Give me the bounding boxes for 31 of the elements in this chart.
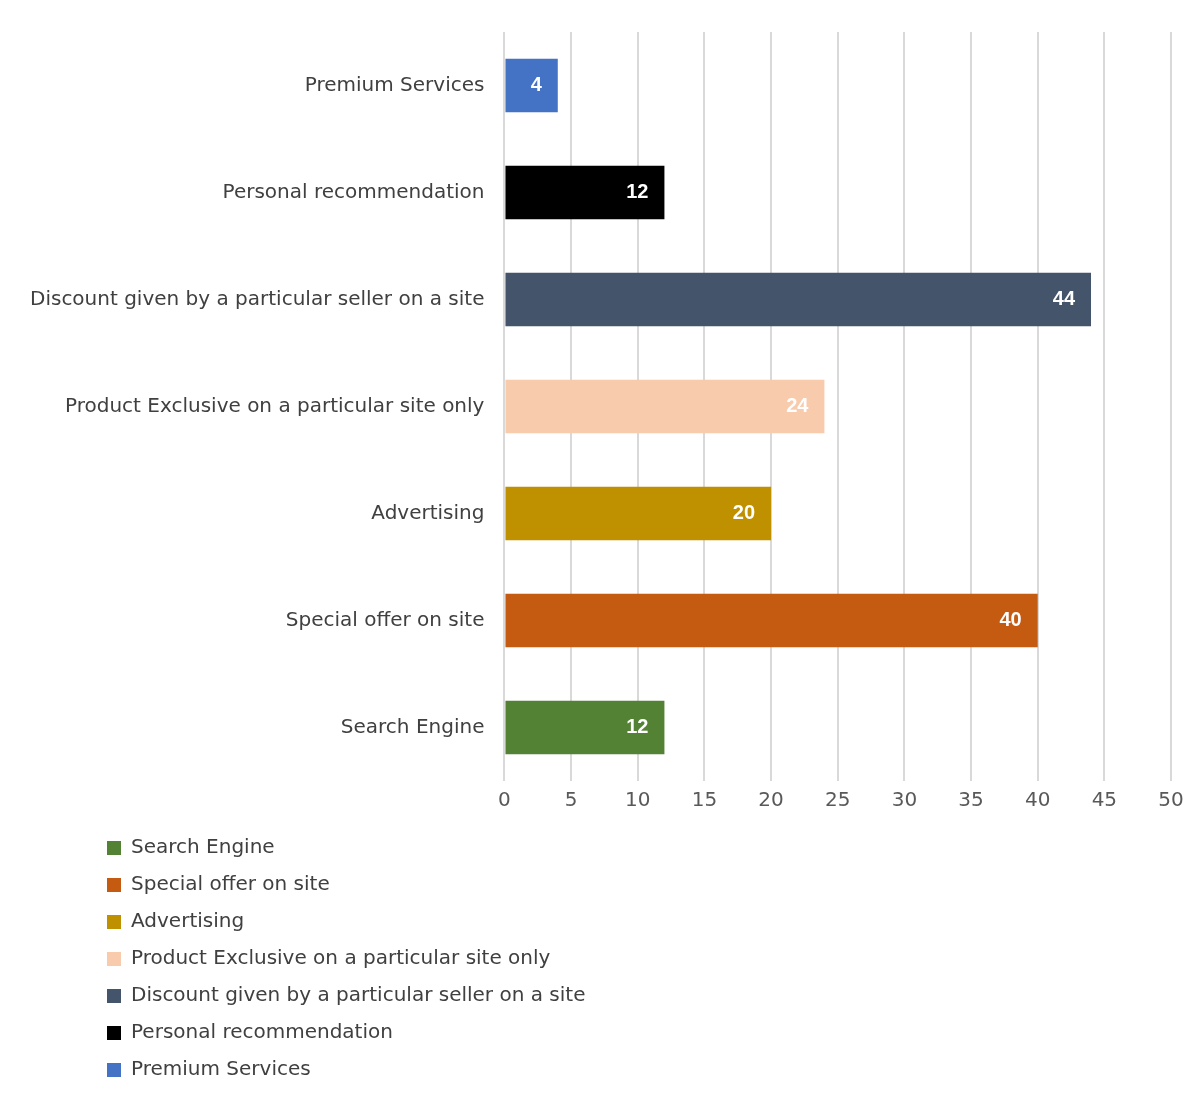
x-tick-label: 45 xyxy=(1091,787,1118,812)
y-tick-label: Search Engine xyxy=(340,713,485,738)
legend-label: Advertising xyxy=(131,908,245,933)
data-label: 24 xyxy=(786,394,810,417)
x-tick-label: 25 xyxy=(825,787,851,812)
legend-label: Special offer on site xyxy=(131,871,330,896)
data-label: 44 xyxy=(1052,287,1076,310)
legend-label: Discount given by a particular seller on a site xyxy=(131,982,586,1007)
x-tick-label: 50 xyxy=(1158,787,1184,812)
x-tick-label: 15 xyxy=(691,787,718,812)
legend-label: Product Exclusive on a particular site only xyxy=(131,945,551,970)
data-label: 20 xyxy=(732,501,756,524)
y-tick-label: Product Exclusive on a particular site only xyxy=(65,392,485,417)
data-label: 12 xyxy=(626,180,649,203)
x-tick-label: 0 xyxy=(498,787,511,812)
x-tick-label: 10 xyxy=(625,787,651,812)
x-tick-label: 35 xyxy=(958,787,984,812)
legend-label: Search Engine xyxy=(131,834,275,859)
y-tick-label: Premium Services xyxy=(304,71,485,96)
data-label: 4 xyxy=(530,73,543,96)
y-tick-label: Special offer on site xyxy=(285,606,485,631)
y-tick-label: Personal recommendation xyxy=(222,178,485,203)
y-tick-label: Discount given by a particular seller on a site xyxy=(30,285,485,310)
x-tick-label: 40 xyxy=(1024,787,1051,812)
data-label: 12 xyxy=(626,715,649,738)
x-tick-label: 30 xyxy=(891,787,918,812)
legend-label: Premium Services xyxy=(131,1056,311,1081)
data-label: 40 xyxy=(999,608,1022,631)
x-tick-label: 5 xyxy=(564,787,578,812)
y-tick-label: Advertising xyxy=(371,499,485,524)
x-tick-label: 20 xyxy=(758,787,784,812)
